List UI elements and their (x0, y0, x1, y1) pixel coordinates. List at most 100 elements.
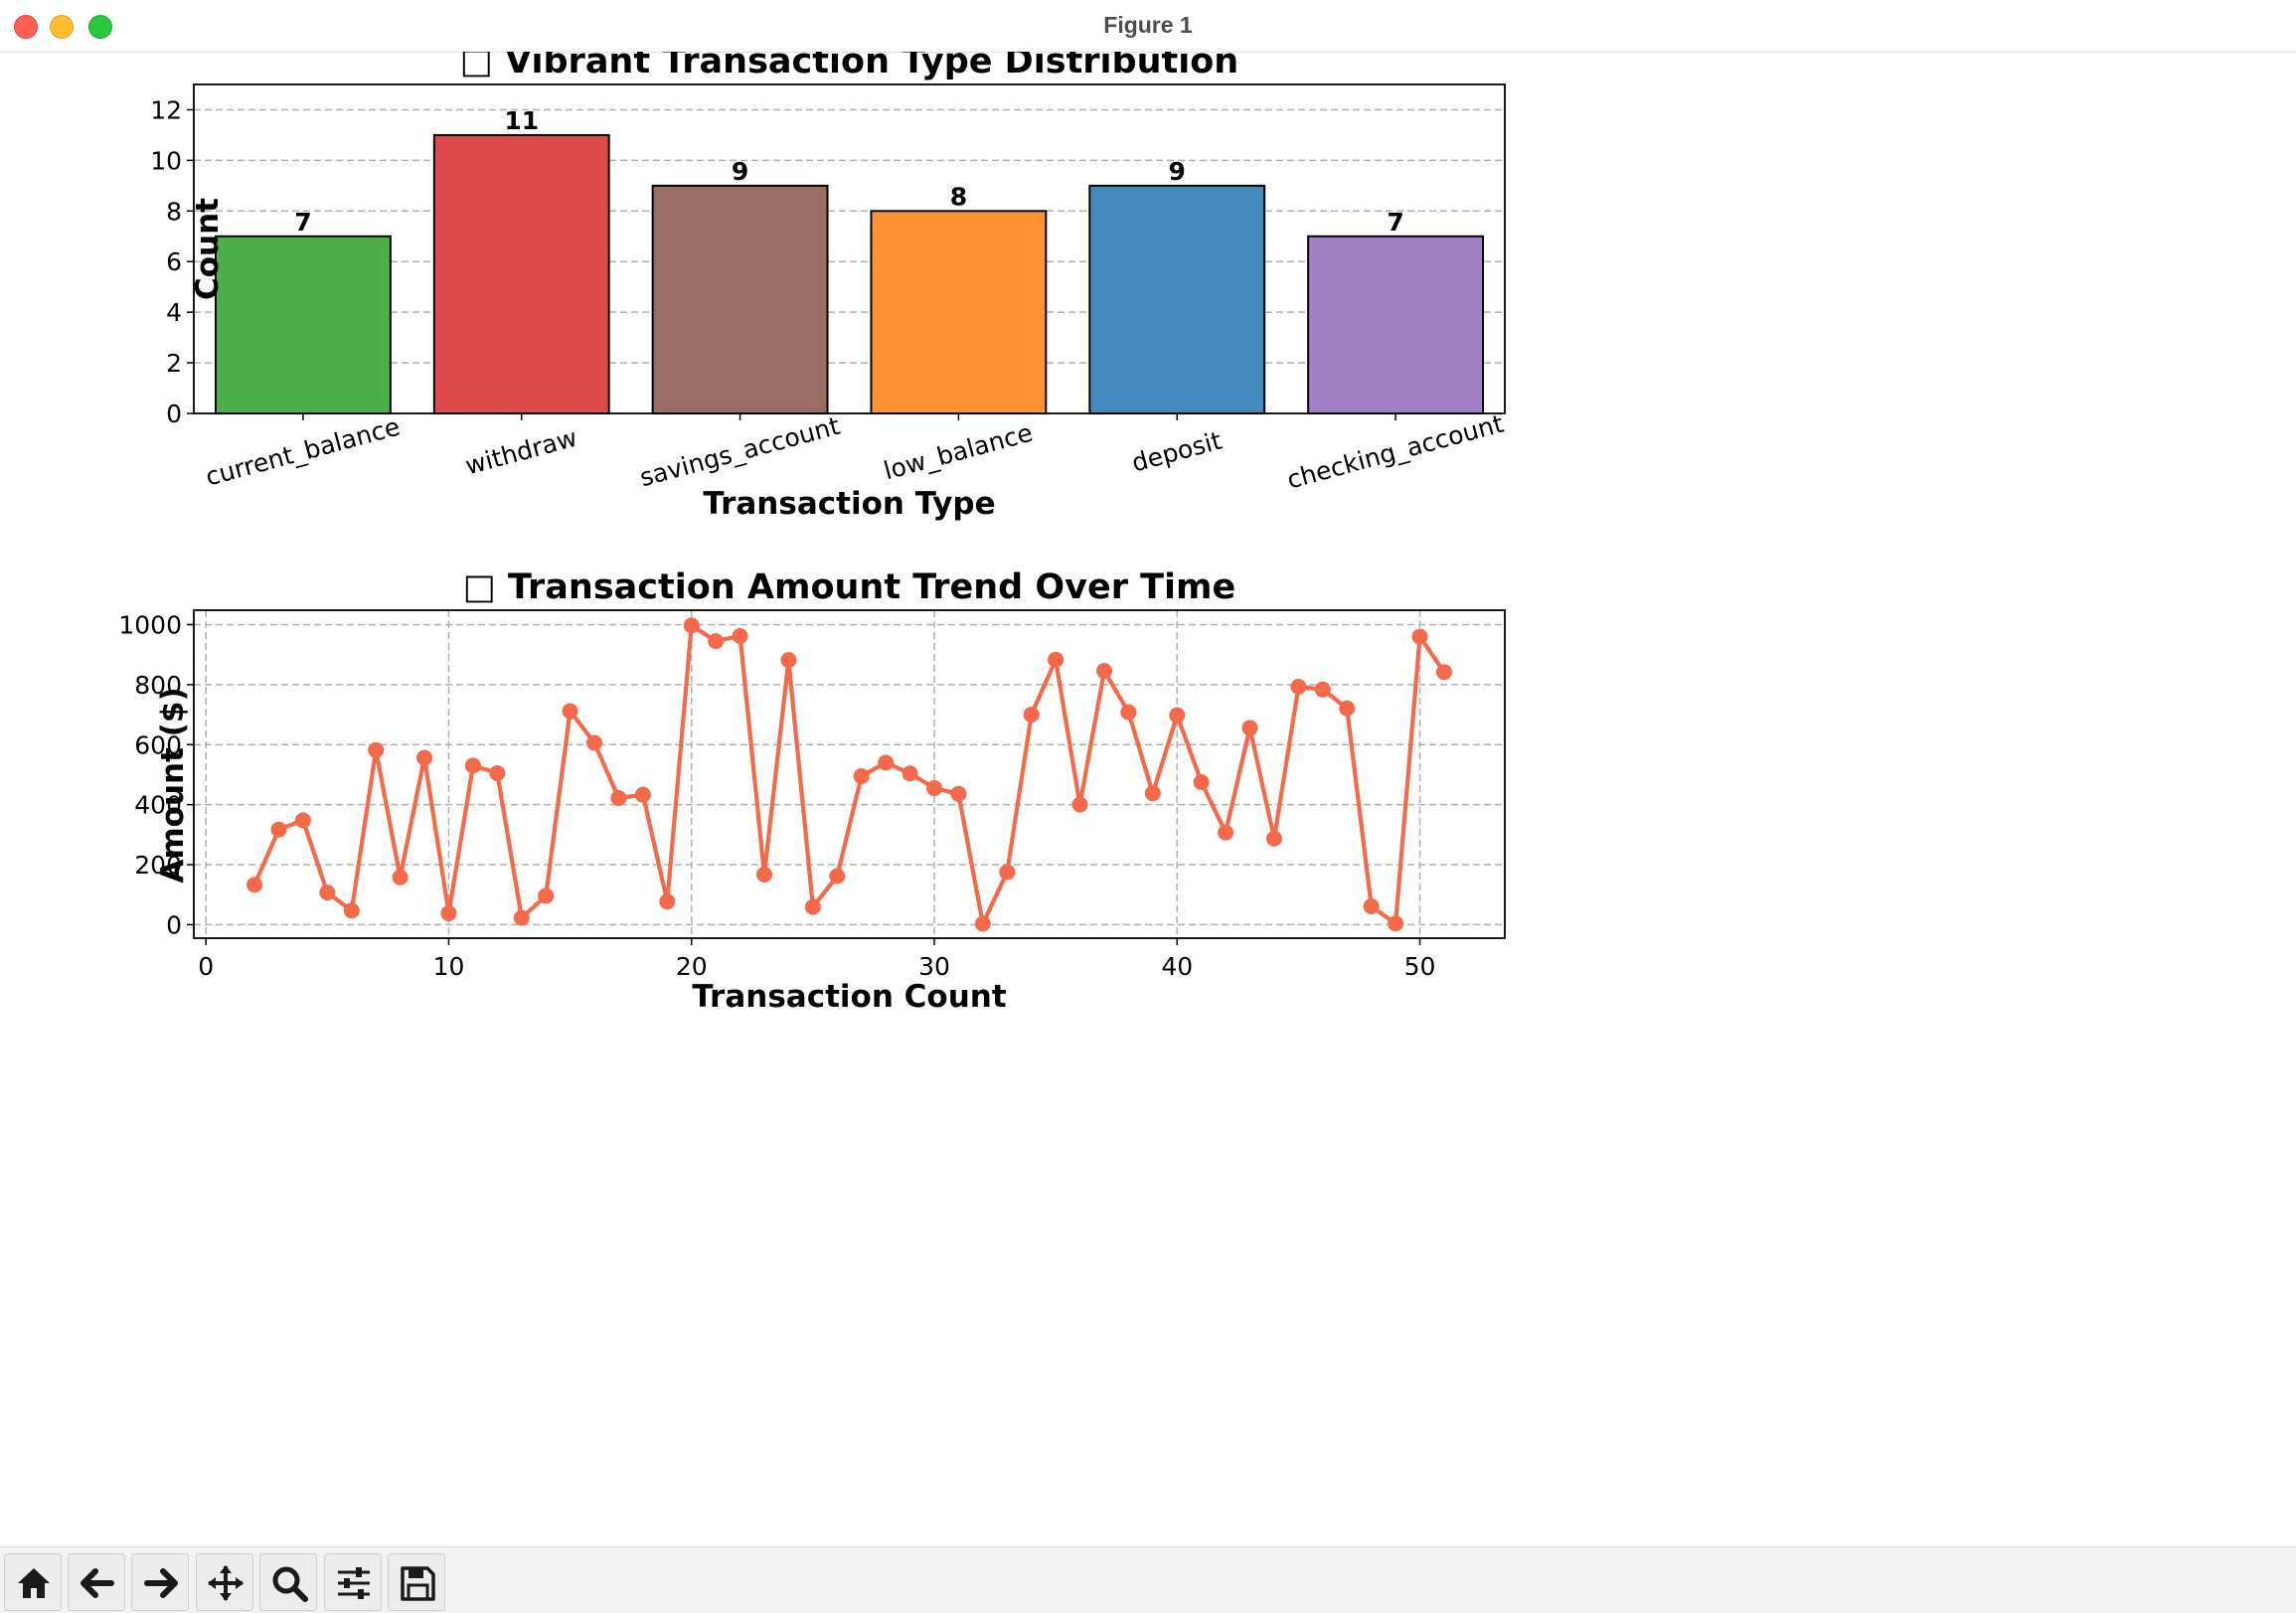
x-tick-label: 40 (1161, 952, 1193, 981)
x-tick-label: 0 (198, 952, 214, 981)
y-tick-label: 8 (166, 197, 182, 226)
data-point (319, 885, 336, 901)
x-axis-label: Transaction Type (703, 486, 995, 522)
zoom-button[interactable] (259, 1553, 317, 1611)
x-tick-label: 10 (433, 952, 465, 981)
y-tick-label: 0 (166, 910, 182, 939)
window-title: Figure 1 (1103, 12, 1193, 38)
data-point (804, 898, 821, 915)
data-point (392, 869, 409, 886)
data-label: 7 (294, 208, 311, 237)
y-tick-label: 2 (166, 349, 182, 378)
floppy-disk-icon (401, 1566, 435, 1601)
data-point (1290, 678, 1307, 695)
y-tick-label: 6 (166, 247, 182, 276)
arrow-right-icon (144, 1568, 178, 1598)
data-point (659, 893, 676, 910)
data-point (878, 754, 895, 771)
pan-button[interactable] (196, 1553, 253, 1611)
home-button[interactable] (4, 1553, 62, 1611)
x-tick-label: checking_account (1284, 409, 1507, 495)
bar (870, 210, 1048, 414)
save-button[interactable] (388, 1553, 445, 1611)
y-tick-label: 200 (134, 851, 182, 880)
home-icon (18, 1568, 50, 1598)
data-label: 8 (950, 182, 967, 211)
data-point (1095, 662, 1112, 679)
data-label: 11 (504, 106, 539, 135)
data-point (1193, 774, 1210, 791)
y-tick-label: 4 (166, 298, 182, 327)
bar (1307, 235, 1485, 414)
data-point (513, 909, 530, 926)
data-point (368, 741, 385, 758)
maximize-window-button[interactable] (88, 15, 112, 39)
data-point (1071, 796, 1088, 813)
data-point (708, 633, 725, 650)
data-point (925, 780, 942, 797)
data-point (1169, 707, 1186, 724)
data-point (610, 790, 627, 807)
data-point (1218, 824, 1234, 841)
plot-frame (193, 609, 1506, 939)
data-point (1388, 915, 1404, 932)
y-tick-label: 0 (166, 400, 182, 428)
y-axis-label: Count (190, 198, 226, 300)
x-axis-label: Transaction Count (692, 979, 1007, 1015)
minimize-window-button[interactable] (50, 15, 74, 39)
configure-subplots-button[interactable] (324, 1553, 382, 1611)
x-tick-label: savings_account (637, 411, 844, 493)
chart-title: □ Vibrant Transaction Type Distribution (460, 52, 1238, 81)
series-line (252, 623, 1446, 926)
y-axis-label: Amount ($) (155, 687, 191, 883)
sliders-icon (338, 1567, 370, 1599)
data-point (950, 785, 967, 802)
data-point (562, 703, 578, 720)
y-tick-label: 10 (150, 146, 182, 175)
data-point (1048, 651, 1065, 668)
data-point (732, 627, 748, 644)
x-tick-label: 30 (918, 952, 950, 981)
data-point (246, 877, 263, 893)
data-point (829, 868, 846, 885)
data-point (416, 749, 433, 766)
data-point (780, 652, 797, 669)
data-point (270, 821, 287, 838)
navigation-toolbar (0, 1546, 2296, 1613)
data-point (974, 915, 991, 932)
data-point (1363, 897, 1380, 914)
data-point (343, 902, 360, 919)
data-point (1265, 830, 1282, 847)
x-tick-label: low_balance (881, 418, 1036, 486)
forward-button[interactable] (131, 1553, 189, 1611)
y-tick-label: 400 (134, 791, 182, 820)
x-tick-label: 20 (676, 952, 708, 981)
y-tick-label: 12 (150, 95, 182, 124)
data-point (999, 864, 1016, 881)
bar (1088, 184, 1266, 414)
data-point (538, 887, 555, 904)
data-point (1314, 681, 1331, 698)
data-point (1411, 628, 1428, 645)
x-tick-label: deposit (1129, 426, 1226, 478)
data-label: 9 (1169, 157, 1186, 186)
data-point (756, 866, 773, 883)
data-point (440, 904, 457, 921)
y-tick-label: 600 (134, 730, 182, 759)
data-point (683, 617, 700, 634)
data-point (1339, 700, 1356, 717)
data-point (1241, 720, 1258, 736)
data-label: 7 (1387, 208, 1403, 237)
arrow-left-icon (81, 1568, 114, 1598)
data-label: 9 (732, 157, 748, 186)
data-point (1435, 664, 1452, 681)
back-button[interactable] (68, 1553, 125, 1611)
close-window-button[interactable] (14, 15, 38, 39)
y-tick-label: 1000 (118, 610, 182, 639)
data-point (1120, 704, 1137, 721)
x-tick-label: withdraw (462, 423, 580, 481)
data-point (853, 767, 870, 784)
data-point (489, 764, 506, 781)
data-point (634, 786, 651, 803)
data-point (902, 765, 918, 782)
